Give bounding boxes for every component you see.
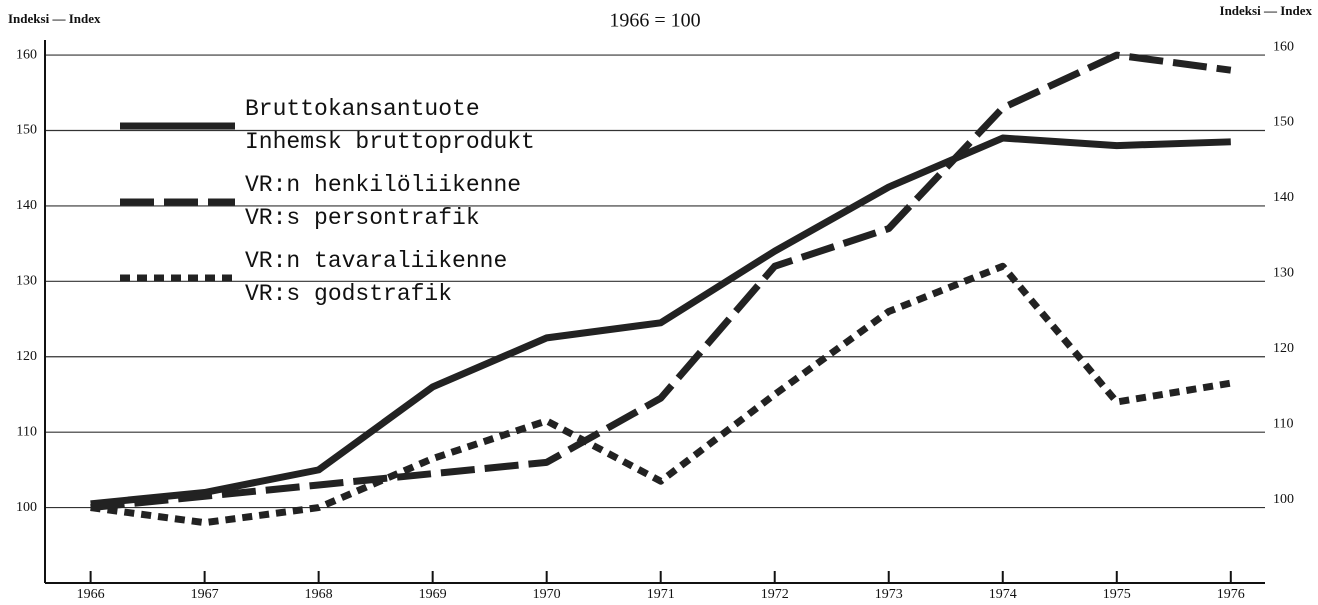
series-line: [90, 262, 1232, 527]
x-tick-label: 1969: [419, 587, 447, 602]
x-tick-label: 1970: [533, 587, 561, 602]
y2-tick-label: 140: [1273, 190, 1294, 205]
x-tick-label: 1968: [305, 587, 333, 602]
y-tick-label: 120: [16, 349, 37, 364]
y2-tick-label: 100: [1273, 492, 1294, 507]
y-tick-label: 110: [17, 424, 37, 439]
y-axis-label: Indeksi — Index: [8, 11, 101, 26]
x-tick-label: 1967: [191, 587, 219, 602]
legend-label: VR:n tavaraliikenne: [245, 248, 507, 274]
x-tick-label: 1975: [1103, 587, 1131, 602]
legend-label: VR:s persontrafik: [245, 205, 480, 231]
y2-tick-label: 110: [1273, 416, 1293, 431]
legend-label: VR:s godstrafik: [245, 281, 452, 307]
x-tick-label: 1966: [77, 587, 105, 602]
x-tick-label: 1973: [875, 587, 903, 602]
x-tick-label: 1976: [1217, 587, 1245, 602]
y2-tick-label: 160: [1273, 39, 1294, 54]
y-tick-label: 140: [16, 198, 37, 213]
chart-title: 1966 = 100: [609, 10, 700, 32]
x-tick-label: 1971: [647, 587, 675, 602]
legend-label: Bruttokansantuote: [245, 96, 480, 122]
x-tick-label: 1972: [761, 587, 789, 602]
y-tick-label: 150: [16, 123, 37, 138]
y-tick-label: 160: [16, 47, 37, 62]
y-tick-label: 100: [16, 500, 37, 515]
series-line: [90, 134, 1231, 508]
series-line: [90, 51, 1232, 512]
y-tick-label: 130: [16, 274, 37, 289]
y2-axis-label: Indeksi — Index: [1220, 3, 1313, 18]
x-tick-label: 1974: [989, 587, 1017, 602]
y2-tick-label: 120: [1273, 341, 1294, 356]
y2-tick-label: 130: [1273, 266, 1294, 281]
y2-tick-label: 150: [1273, 115, 1294, 130]
legend-label: Inhemsk bruttoprodukt: [245, 129, 535, 155]
legend-label: VR:n henkilöliikenne: [245, 172, 521, 198]
